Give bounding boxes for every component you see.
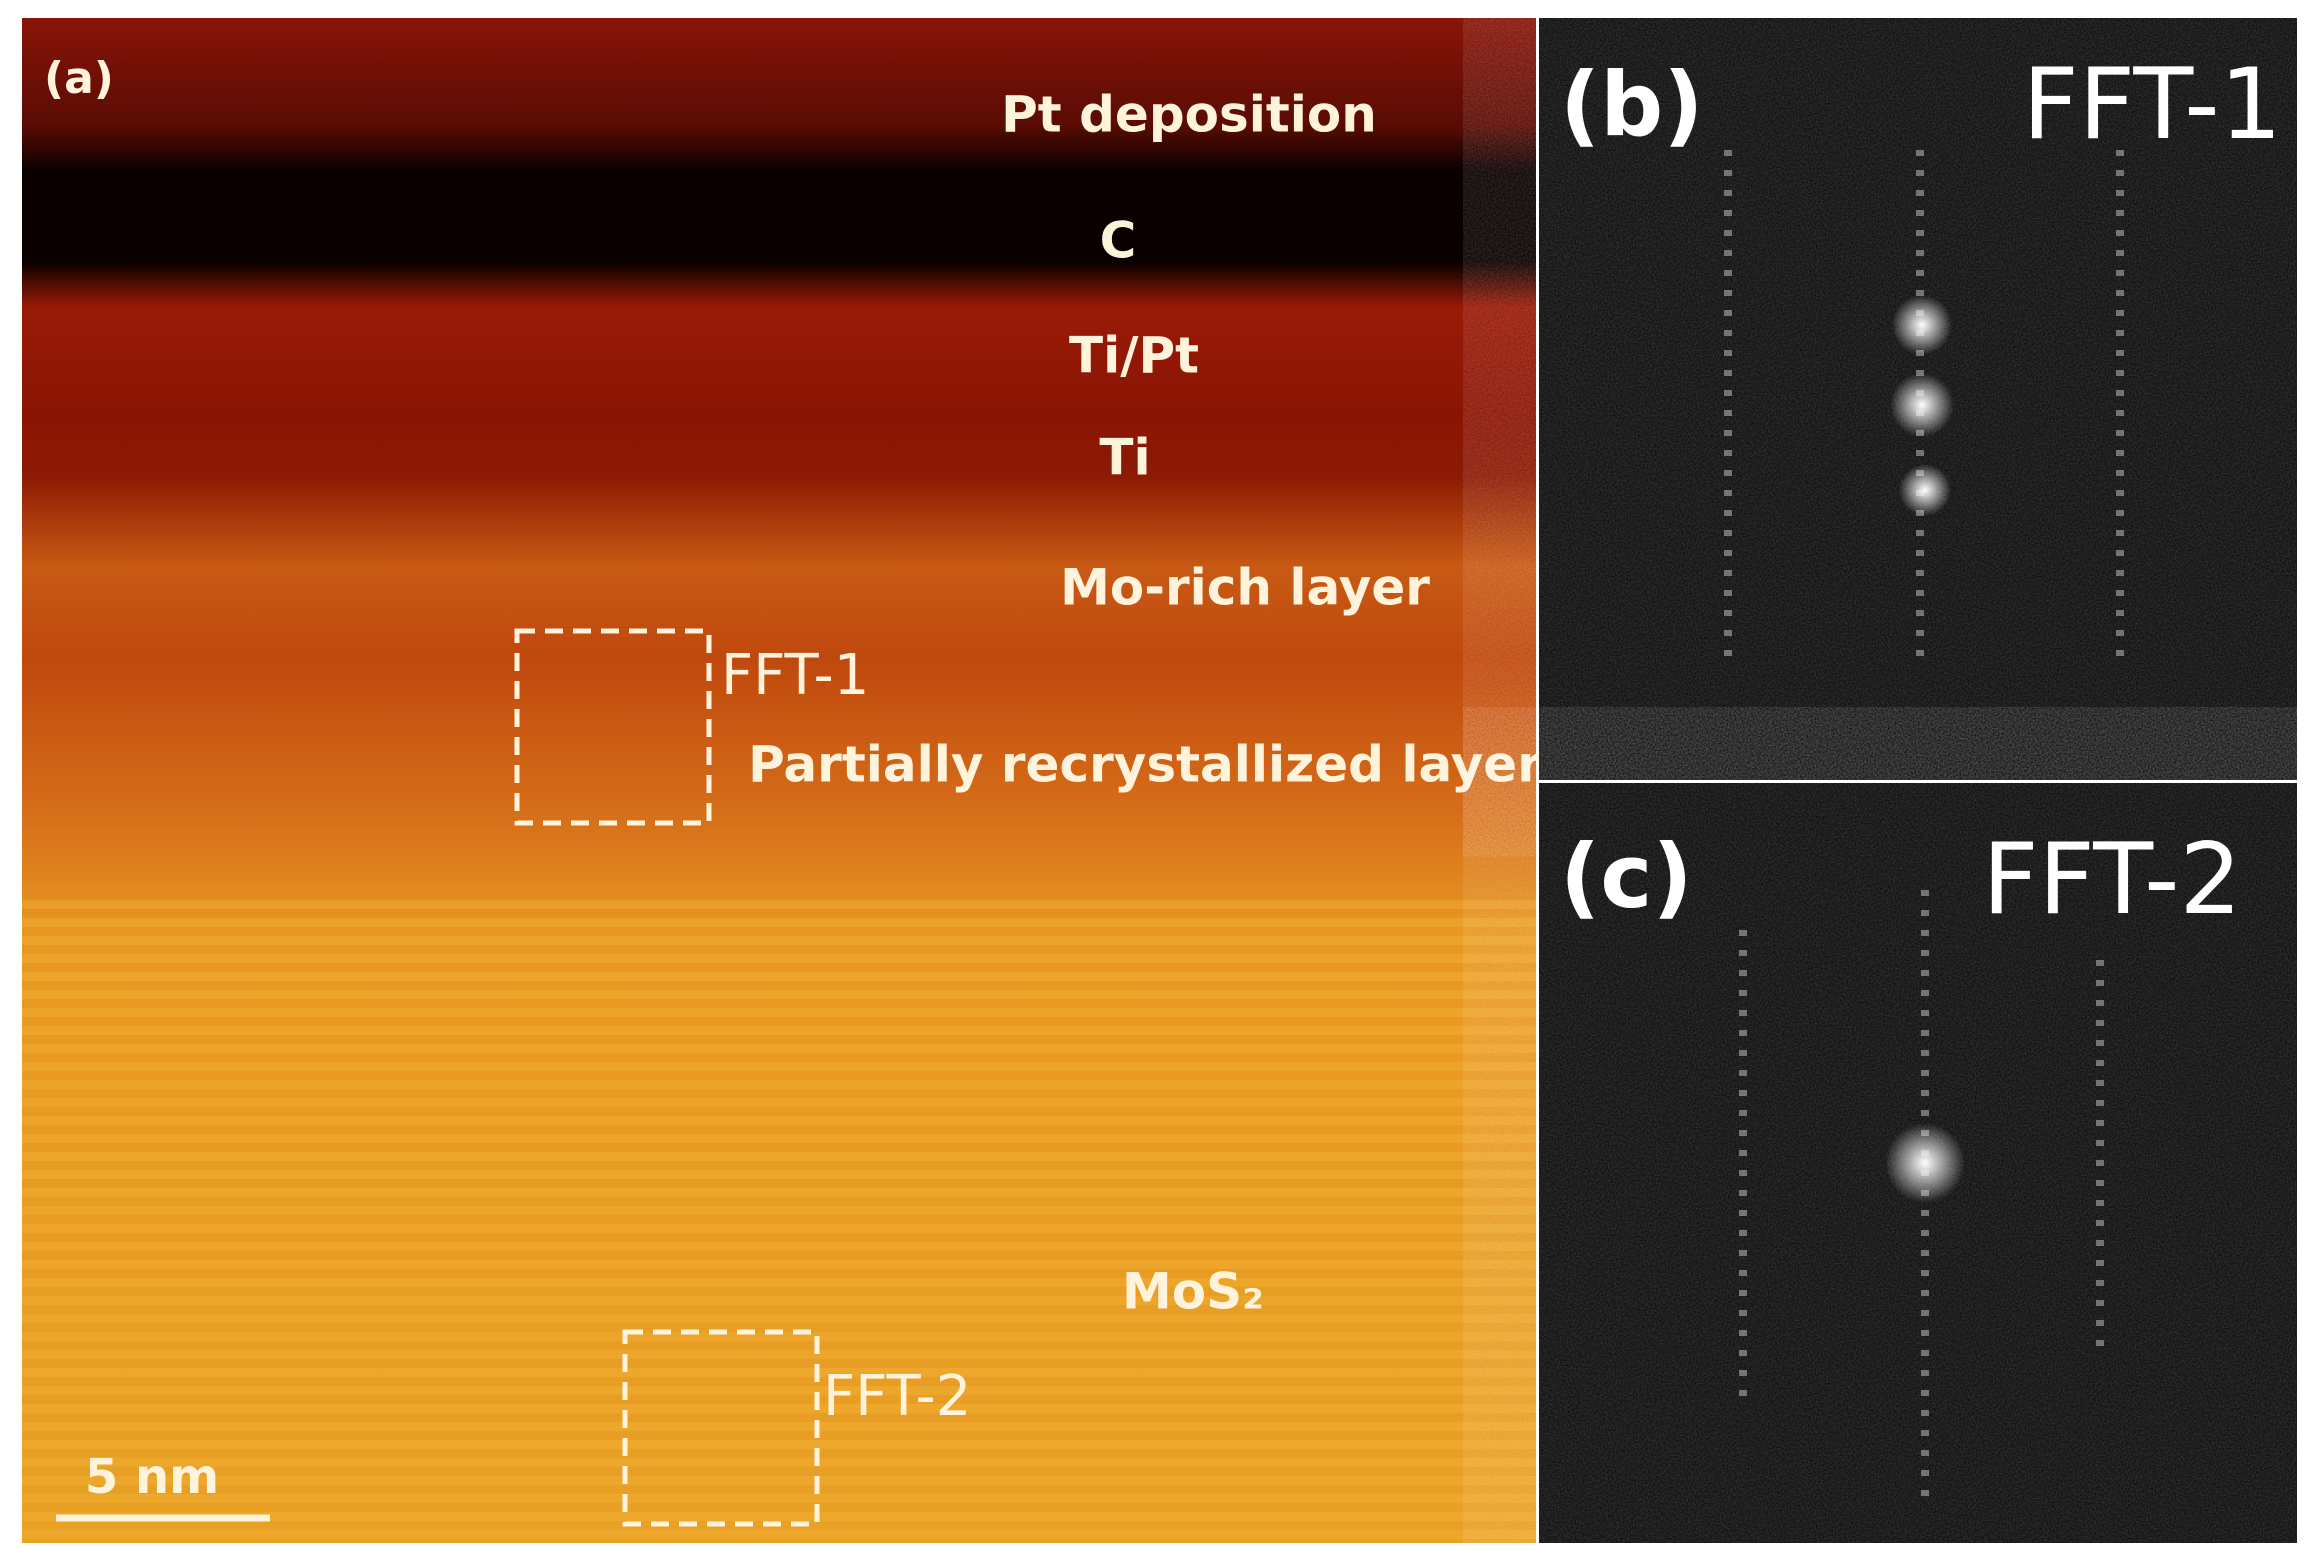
layer-label: Mo-rich layer xyxy=(1060,559,1430,617)
fft-region-label: FFT-1 xyxy=(721,643,869,708)
fft-region-label: FFT-2 xyxy=(823,1364,971,1429)
panel-label: (a) xyxy=(44,53,114,104)
layer-label: Ti/Pt xyxy=(1069,327,1199,385)
layer-label: Ti xyxy=(1099,429,1150,487)
panel-label: (b) xyxy=(1560,53,1703,156)
layer-label: MoS₂ xyxy=(1122,1263,1264,1321)
scale-bar-label: 5 nm xyxy=(85,1449,219,1505)
layer-label: Partially recrystallized layer xyxy=(748,736,1542,794)
fft-region xyxy=(514,628,712,826)
layer-label: Pt deposition xyxy=(1001,86,1377,144)
panel-title: FFT-2 xyxy=(1982,823,2242,937)
panel-title: FFT-1 xyxy=(2022,48,2282,162)
fft-streaks xyxy=(1724,150,2124,665)
lattice-fringes xyxy=(22,900,1536,1543)
fft-spots xyxy=(1885,1123,1965,1203)
layer-label: C xyxy=(1100,212,1137,270)
fft-region xyxy=(622,1329,820,1527)
fft-spots xyxy=(1890,295,1954,516)
panel-label: (c) xyxy=(1560,825,1693,928)
